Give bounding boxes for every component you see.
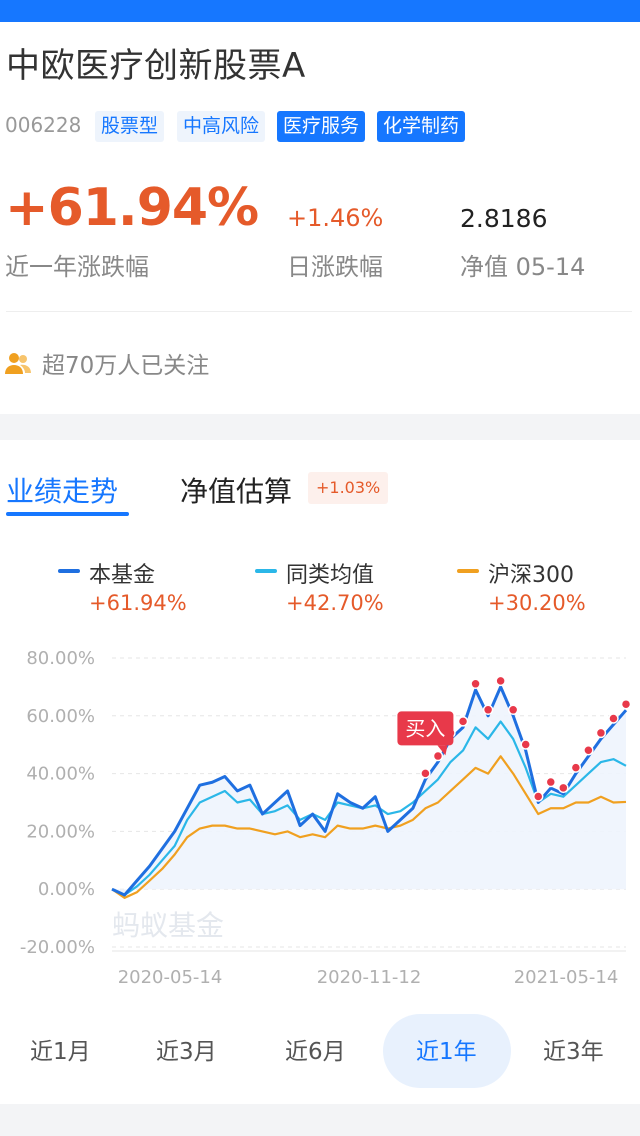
range-active-highlight xyxy=(383,1014,511,1088)
buy-label-box xyxy=(397,711,454,746)
fund-area-fill xyxy=(112,686,626,895)
legend-name-hs300: 沪深300 xyxy=(488,563,574,588)
fund-code: 006228 xyxy=(5,113,82,137)
y-tick-label: -20.00% xyxy=(20,937,95,958)
day-return-value: +1.46% xyxy=(287,204,384,232)
tab-nav-estimate[interactable]: 净值估算 xyxy=(180,475,293,508)
x-tick-label: 2020-11-12 xyxy=(317,967,422,988)
legend-line-fund xyxy=(58,569,80,573)
performance-chart[interactable]: 80.00% 60.00% 40.00% 20.00% 0.00% -20.00% 2020… xyxy=(0,640,640,1000)
y-tick-label: 20.00% xyxy=(26,821,95,842)
tag-fund-type[interactable]: 股票型 xyxy=(95,111,165,142)
legend-line-peer xyxy=(255,569,277,573)
tag-risk-level[interactable]: 中高风险 xyxy=(177,111,266,142)
series-line-hs300 xyxy=(111,755,627,899)
buy-marker-dot xyxy=(532,791,544,802)
legend-value-fund: +61.94% xyxy=(89,591,187,615)
buy-marker-dot xyxy=(583,745,594,756)
range-1m[interactable]: 近1月 xyxy=(30,1039,91,1065)
legend-value-peer: +42.70% xyxy=(286,591,384,615)
nav-value: 2.8186 xyxy=(460,204,548,233)
buy-marker-dot xyxy=(470,678,481,690)
buy-marker-dot xyxy=(482,704,494,716)
buy-marker-dot xyxy=(620,698,632,710)
fund-summary-card xyxy=(0,22,640,414)
year-return-label: 近一年涨跌幅 xyxy=(5,253,149,281)
estimate-badge: +1.03% xyxy=(308,472,389,504)
buy-marker-dot xyxy=(507,704,519,716)
legend-value-hs300: +30.20% xyxy=(488,591,586,615)
users-icon xyxy=(5,353,31,374)
buy-marker-dot xyxy=(545,776,557,788)
range-3y[interactable]: 近3年 xyxy=(543,1039,604,1065)
y-tick-label: 60.00% xyxy=(26,706,95,727)
buy-label-pointer xyxy=(437,745,448,756)
legend-line-hs300 xyxy=(457,569,479,573)
y-tick-label: 80.00% xyxy=(26,648,95,669)
legend-name-peer: 同类均值 xyxy=(286,563,375,588)
buy-marker-dot xyxy=(420,768,431,779)
buy-marker-dot xyxy=(595,727,607,739)
x-tick-label: 2021-05-14 xyxy=(514,967,619,988)
buy-marker-dot xyxy=(495,675,506,687)
x-tick-label: 2020-05-14 xyxy=(118,967,223,988)
fund-name: 中欧医疗创新股票A xyxy=(6,46,306,86)
range-3m[interactable]: 近3月 xyxy=(156,1039,217,1065)
y-tick-label: 40.00% xyxy=(26,764,95,785)
buy-marker-dot xyxy=(457,716,469,727)
buy-marker-dot xyxy=(558,782,569,794)
tab-performance[interactable]: 业绩走势 xyxy=(6,475,119,508)
followers-text: 超70万人已关注 xyxy=(42,353,210,379)
range-6m[interactable]: 近6月 xyxy=(285,1039,346,1065)
nav-date-label: 净值 05-14 xyxy=(460,253,586,281)
day-return-label: 日涨跌幅 xyxy=(287,253,383,281)
buy-label-text: 买入 xyxy=(405,716,445,740)
buy-marker-dot xyxy=(608,713,619,724)
buy-marker-dot xyxy=(520,739,531,750)
top-status-bar xyxy=(0,0,640,22)
y-tick-label: 0.00% xyxy=(38,879,95,900)
divider xyxy=(6,311,632,312)
performance-card xyxy=(0,440,640,1104)
tag-medical-service[interactable]: 医疗服务 xyxy=(277,111,366,142)
year-return-value: +61.94% xyxy=(5,178,259,238)
chart-watermark: 蚂蚁基金 xyxy=(112,909,224,942)
range-1y[interactable]: 近1年 xyxy=(416,1039,477,1065)
buy-marker-dot xyxy=(432,750,444,762)
tab-active-indicator xyxy=(6,512,129,516)
tag-chemical-pharma[interactable]: 化学制药 xyxy=(377,111,466,142)
buy-marker-dot xyxy=(570,762,582,773)
legend-name-fund: 本基金 xyxy=(89,563,156,588)
